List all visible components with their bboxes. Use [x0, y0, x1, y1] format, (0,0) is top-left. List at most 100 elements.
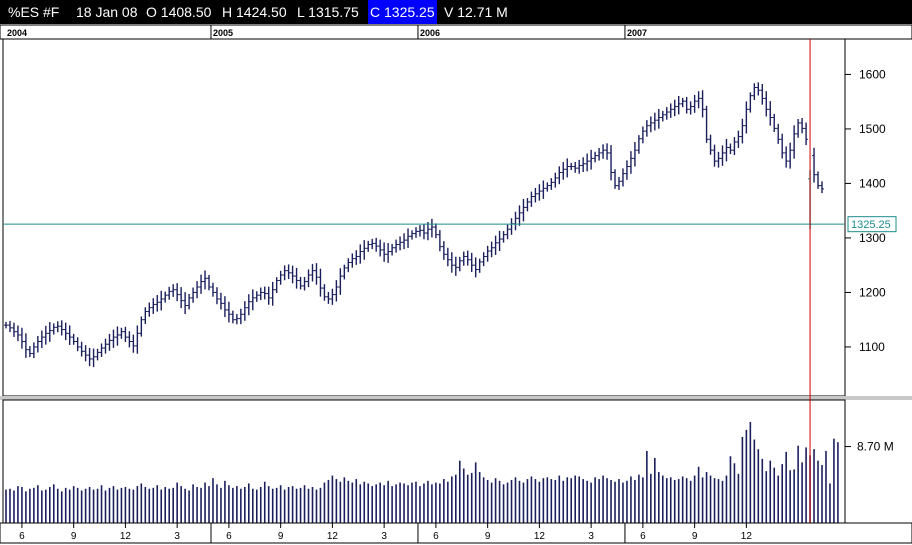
open-label: O 1408.50	[146, 4, 212, 20]
price-bar	[421, 224, 426, 240]
price-bar	[314, 263, 319, 285]
price-tick-label: 1100	[859, 340, 885, 354]
price-bar	[812, 147, 817, 183]
price-bar	[577, 159, 582, 174]
price-bar	[222, 296, 227, 318]
price-bar	[103, 338, 108, 354]
year-labels: 2004 2005 2006 2007	[7, 25, 647, 39]
price-bar	[636, 135, 641, 154]
price-bar	[183, 292, 188, 315]
panel-separator[interactable]	[0, 396, 912, 400]
price-bar	[175, 283, 180, 302]
price-bar	[561, 162, 566, 180]
price-bar	[525, 198, 530, 212]
price-bar	[59, 320, 64, 336]
price-bar	[135, 325, 140, 354]
chart-area[interactable]: 2004 2005 2006 2007 1100 1200 1300 1400 1500 160…	[0, 24, 912, 545]
price-bar	[238, 308, 243, 325]
price-bar	[11, 322, 16, 337]
price-bars	[4, 82, 824, 368]
price-bar	[95, 348, 100, 361]
price-bar	[521, 198, 526, 222]
price-bar	[242, 301, 247, 321]
price-bar	[266, 286, 271, 305]
price-bar	[203, 270, 208, 290]
month-label: 9	[278, 531, 284, 542]
price-bar	[573, 161, 578, 173]
price-bar	[210, 282, 215, 297]
close-label: C 1325.25	[368, 0, 437, 24]
price-bar	[63, 322, 68, 341]
price-bar	[616, 177, 621, 190]
price-bar	[688, 101, 693, 115]
high-label: H 1424.50	[222, 4, 287, 20]
price-bar	[684, 96, 689, 114]
price-bar	[565, 158, 570, 178]
price-bar	[553, 172, 558, 188]
price-bar	[784, 146, 789, 168]
year-label: 2006	[420, 28, 440, 38]
price-bar	[87, 347, 92, 367]
month-label: 3	[381, 531, 387, 542]
price-bar	[99, 343, 104, 357]
price-bar	[326, 291, 331, 304]
price-bar	[744, 101, 749, 134]
price-bar	[91, 348, 96, 368]
price-bar	[79, 341, 84, 357]
price-bar	[545, 182, 550, 192]
price-tick-label: 1300	[859, 231, 886, 245]
price-bar	[477, 258, 482, 273]
price-bar	[605, 143, 610, 160]
price-bar	[115, 326, 120, 346]
price-panel[interactable]	[2, 38, 846, 397]
price-bar	[55, 321, 60, 333]
price-bar	[83, 345, 88, 362]
price-bar	[469, 252, 474, 273]
price-bar	[143, 307, 148, 324]
price-bar	[792, 125, 797, 159]
price-bar	[481, 252, 486, 267]
price-bar	[664, 107, 669, 120]
price-tick-label: 1400	[859, 176, 886, 190]
price-bar	[179, 287, 184, 309]
month-label: 6	[226, 531, 232, 542]
price-bar	[593, 151, 598, 163]
year-strip	[0, 24, 912, 40]
price-bar	[410, 230, 415, 240]
volume-tick-label: 8.70 M	[857, 440, 894, 454]
price-bar	[656, 108, 661, 129]
price-bar	[672, 99, 677, 117]
last-price-box	[847, 216, 897, 233]
price-bar	[159, 290, 164, 311]
price-bar	[171, 284, 176, 297]
price-bar	[748, 92, 753, 113]
price-bar	[585, 153, 590, 172]
price-tick-label: 1500	[859, 122, 886, 136]
price-bar	[270, 281, 275, 306]
price-bar	[716, 151, 721, 168]
price-bar	[680, 97, 685, 108]
price-bar	[613, 169, 618, 189]
last-price-label: 1325.25	[851, 219, 891, 231]
price-bar	[286, 264, 291, 280]
price-bar	[489, 241, 494, 258]
price-bar	[218, 292, 223, 310]
price-bar	[457, 256, 462, 272]
price-bar	[800, 118, 805, 134]
price-bar	[27, 346, 32, 358]
price-bar	[226, 301, 231, 323]
price-bar	[19, 327, 24, 349]
price-bar	[413, 227, 418, 238]
price-bar	[425, 222, 430, 241]
price-bar	[517, 205, 522, 226]
month-label: 12	[534, 531, 546, 542]
price-bar	[358, 244, 363, 264]
price-bar	[720, 145, 725, 166]
price-bar	[43, 325, 48, 345]
price-bar	[155, 295, 160, 312]
price-bar	[342, 264, 347, 280]
price-bar	[557, 166, 562, 185]
price-bar	[569, 162, 574, 171]
price-bar	[334, 280, 339, 302]
